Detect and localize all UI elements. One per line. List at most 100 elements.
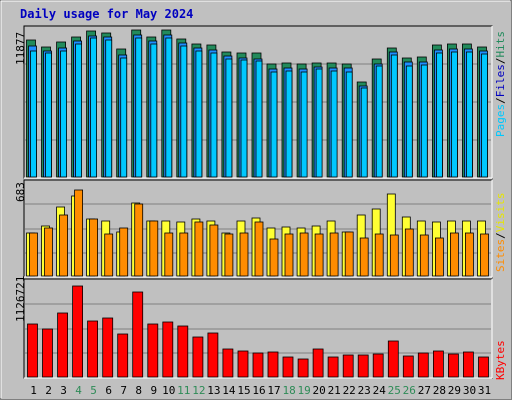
- pages-bar: [60, 50, 67, 178]
- kbytes-bar: [207, 332, 219, 378]
- panel1-max-label: 11877: [14, 31, 27, 65]
- sites-bar: [29, 232, 38, 277]
- pages-bar: [120, 57, 128, 178]
- day-label: 11: [177, 384, 190, 397]
- kbytes-bar: [147, 323, 159, 378]
- kbytes-bar: [462, 351, 474, 378]
- legend-sep: /: [494, 97, 507, 104]
- day-label: 13: [207, 384, 220, 397]
- day-label: 10: [162, 384, 175, 397]
- kbytes-bar: [357, 354, 369, 378]
- kbytes-bar: [312, 348, 324, 378]
- pages-bar: [195, 50, 203, 178]
- pages-bar: [135, 37, 143, 178]
- pages-bar: [225, 58, 233, 178]
- sites-bar: [209, 224, 219, 277]
- day-label: 4: [75, 384, 82, 397]
- sites-bar: [119, 227, 129, 277]
- pages-bar: [420, 64, 428, 178]
- kbytes-bar: [297, 358, 309, 378]
- day-label: 5: [90, 384, 97, 397]
- day-label: 2: [45, 384, 52, 397]
- sites-bar: [329, 232, 339, 277]
- chart-title: Daily usage for May 2024: [20, 7, 194, 21]
- sites-bar: [224, 233, 234, 277]
- kbytes-bar: [402, 355, 414, 378]
- kbytes-bar: [267, 351, 279, 378]
- kbytes-bar: [478, 356, 489, 378]
- legend-kbytes: KBytes: [494, 340, 507, 380]
- pages-bar: [75, 43, 82, 178]
- kbytes-bar: [252, 352, 264, 378]
- day-label: 24: [373, 384, 387, 397]
- pages-bar: [210, 52, 218, 178]
- legend-visits: Visits: [494, 192, 507, 233]
- day-label: 1: [30, 384, 37, 397]
- kbytes-bar: [177, 325, 189, 378]
- legend-sep: /: [494, 57, 507, 65]
- day-label: 18: [282, 384, 295, 397]
- sites-bar: [299, 232, 309, 277]
- kbytes-bar: [222, 348, 234, 378]
- day-label: 30: [463, 384, 476, 397]
- kbytes-bar: [282, 356, 294, 378]
- kbytes-bar: [372, 353, 384, 378]
- panel2-legend: Sites/Visits: [494, 193, 507, 273]
- kbytes-bar: [162, 321, 174, 378]
- pages-bar: [255, 60, 263, 178]
- day-label: 19: [297, 384, 310, 397]
- day-label: 12: [192, 384, 205, 397]
- kbytes-bar: [72, 285, 83, 378]
- pages-bar: [375, 65, 383, 178]
- day-label: 22: [343, 384, 356, 397]
- day-label: 6: [105, 384, 112, 397]
- sites-bar: [164, 232, 174, 277]
- pages-bar: [150, 43, 158, 178]
- kbytes-bar: [117, 333, 129, 378]
- pages-bar: [165, 37, 173, 178]
- day-label: 14: [222, 384, 236, 397]
- sites-bar: [464, 232, 474, 277]
- sites-bar: [89, 218, 98, 277]
- sites-bar: [179, 232, 189, 277]
- sites-bar: [254, 221, 264, 277]
- sites-bar: [314, 233, 324, 277]
- sites-bar: [449, 232, 459, 277]
- day-label: 21: [328, 384, 341, 397]
- sites-bar: [480, 233, 489, 277]
- pages-bar: [285, 70, 293, 178]
- sites-bar: [374, 233, 384, 277]
- day-label: 16: [252, 384, 265, 397]
- pages-bar: [330, 70, 338, 178]
- kbytes-bar: [447, 353, 459, 378]
- pages-bar: [45, 52, 52, 178]
- day-label: 23: [358, 384, 371, 397]
- pages-bar: [345, 71, 353, 178]
- day-label: 15: [237, 384, 250, 397]
- sites-bar: [104, 233, 114, 277]
- day-label: 27: [418, 384, 431, 397]
- legend-hits: Hits: [494, 31, 507, 58]
- sites-bar: [359, 237, 369, 277]
- sites-bar: [239, 232, 249, 277]
- pages-bar: [450, 51, 458, 178]
- legend-pages: Pages: [494, 103, 507, 137]
- kbytes-bar: [132, 291, 144, 378]
- legend-sites: Sites: [494, 238, 507, 272]
- sites-bar: [404, 228, 414, 277]
- sites-bar: [194, 221, 204, 277]
- pages-bar: [405, 65, 413, 178]
- sites-bar: [434, 237, 444, 277]
- pages-bar: [180, 45, 188, 178]
- day-label: 7: [120, 384, 127, 397]
- kbytes-bar: [102, 317, 114, 378]
- kbytes-bar: [417, 352, 429, 378]
- sites-bar: [134, 203, 144, 277]
- pages-bar: [465, 51, 473, 178]
- pages-bar: [270, 71, 278, 178]
- kbytes-bar: [327, 356, 339, 378]
- panel2-max-label: 683: [14, 182, 27, 202]
- sites-bar: [59, 214, 68, 277]
- legend-sep: /: [494, 232, 507, 239]
- sites-bar: [149, 220, 159, 277]
